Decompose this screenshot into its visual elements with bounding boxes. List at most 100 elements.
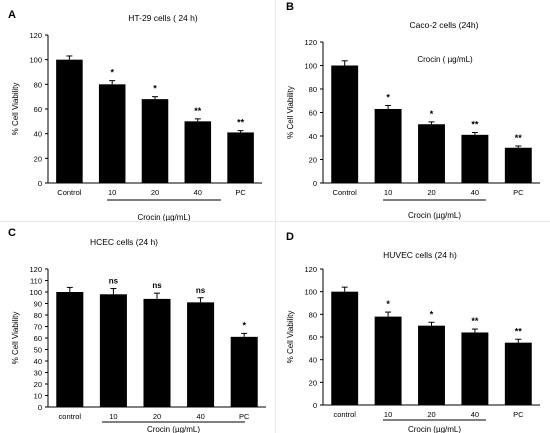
- x-tick-label: 20: [153, 412, 161, 421]
- bar-2: [99, 294, 127, 407]
- x-tick-label: 40: [471, 188, 479, 197]
- significance-marker: *: [386, 92, 390, 102]
- y-tick-label: 90: [34, 300, 42, 309]
- bar-5: [230, 336, 258, 407]
- y-tick-label: 120: [29, 31, 42, 40]
- x-tick-label: 10: [108, 188, 116, 197]
- y-tick-label: 60: [309, 109, 317, 118]
- x-tick-label: 20: [151, 188, 159, 197]
- x-tick-label: 10: [384, 410, 392, 419]
- panel-letter: B: [286, 1, 294, 13]
- x-tick-label: Control: [333, 188, 358, 197]
- bar-3: [143, 298, 171, 407]
- bar-3: [141, 99, 169, 183]
- x-tick-label: 20: [427, 188, 435, 197]
- x-tick-label: PC: [239, 412, 250, 421]
- x-tick-label: PC: [235, 188, 246, 197]
- y-tick-label: 80: [309, 85, 317, 94]
- significance-marker: ns: [109, 277, 119, 286]
- chart-title: Caco-2 cells (24h): [410, 20, 479, 30]
- x-tick-label: PC: [513, 188, 524, 197]
- y-tick-label: 100: [304, 288, 317, 297]
- x-tick-label: 20: [427, 410, 435, 419]
- y-axis-label: % Cell Viability: [286, 311, 295, 364]
- x-tick-label: 40: [194, 188, 202, 197]
- significance-marker: *: [430, 109, 434, 119]
- significance-marker: **: [471, 316, 479, 326]
- significance-marker: ns: [196, 286, 206, 295]
- significance-marker: **: [194, 106, 202, 116]
- y-tick-label: 60: [34, 334, 42, 343]
- chart-inner-label: Crocin ( µg/mL): [417, 55, 473, 64]
- y-tick-label: 0: [38, 179, 42, 188]
- x-tick-label: control: [333, 410, 356, 419]
- y-tick-label: 80: [34, 80, 42, 89]
- y-tick-label: 100: [304, 62, 317, 71]
- bar-1: [56, 59, 83, 183]
- x-group-label: Crocin (µg/mL): [408, 425, 461, 433]
- bar-2: [374, 316, 402, 405]
- y-tick-label: 80: [309, 310, 317, 319]
- y-tick-label: 120: [304, 265, 317, 274]
- x-tick-label: 40: [196, 412, 204, 421]
- panel-letter: A: [8, 9, 16, 21]
- bar-5: [504, 147, 532, 183]
- bar-5: [504, 342, 532, 405]
- bar-2: [374, 108, 402, 183]
- y-tick-label: 60: [34, 105, 42, 114]
- panel-divider-vertical: [275, 0, 276, 433]
- y-tick-label: 0: [38, 403, 42, 412]
- x-tick-label: 10: [109, 412, 117, 421]
- bar-1: [331, 291, 359, 405]
- significance-marker: **: [515, 133, 523, 143]
- y-tick-label: 110: [30, 277, 42, 286]
- bar-1: [331, 65, 359, 183]
- x-group-label: Crocin (µg/mL): [147, 425, 200, 433]
- x-tick-label: 10: [384, 188, 392, 197]
- y-tick-label: 40: [309, 132, 317, 141]
- bar-3: [418, 124, 445, 183]
- panel-letter: C: [8, 227, 16, 239]
- y-tick-label: 0: [313, 401, 317, 410]
- chart-title: HUVEC cells (24 h): [383, 250, 457, 260]
- significance-marker: *: [386, 299, 390, 309]
- y-tick-label: 120: [304, 38, 317, 47]
- y-tick-label: 30: [34, 369, 42, 378]
- y-axis-label: % Cell Viability: [286, 86, 295, 139]
- bar-4: [184, 121, 212, 183]
- y-tick-label: 100: [29, 288, 42, 297]
- significance-marker: *: [153, 84, 157, 94]
- y-tick-label: 80: [34, 311, 42, 320]
- x-group-label: Crocin (µg/mL): [137, 213, 190, 222]
- x-group-label: Crocin (µg/mL): [408, 211, 461, 220]
- y-tick-label: 20: [34, 380, 42, 389]
- significance-marker: ns: [152, 281, 162, 290]
- panel-divider-horizontal: [0, 221, 550, 222]
- bar-1: [56, 292, 84, 407]
- chart-title: HT-29 cells ( 24 h): [128, 13, 198, 23]
- x-tick-label: Control: [57, 188, 82, 197]
- panel-letter: D: [286, 231, 294, 243]
- significance-marker: *: [110, 68, 114, 78]
- x-tick-label: PC: [513, 410, 524, 419]
- bar-4: [187, 302, 215, 407]
- y-tick-label: 40: [34, 130, 42, 139]
- significance-marker: *: [242, 320, 246, 330]
- y-tick-label: 20: [309, 378, 317, 387]
- chart-title: HCEC cells (24 h): [90, 237, 158, 247]
- y-tick-label: 40: [309, 356, 317, 365]
- bar-5: [227, 132, 254, 183]
- x-tick-label: control: [59, 412, 82, 421]
- y-tick-label: 70: [34, 323, 42, 332]
- y-tick-label: 50: [34, 346, 42, 355]
- y-tick-label: 0: [313, 179, 317, 188]
- bar-2: [98, 84, 126, 183]
- bar-4: [461, 332, 489, 405]
- y-axis-label: % Cell Viability: [11, 83, 20, 136]
- y-tick-label: 60: [309, 333, 317, 342]
- significance-marker: *: [430, 309, 434, 319]
- bar-3: [418, 325, 445, 405]
- y-tick-label: 20: [309, 156, 317, 165]
